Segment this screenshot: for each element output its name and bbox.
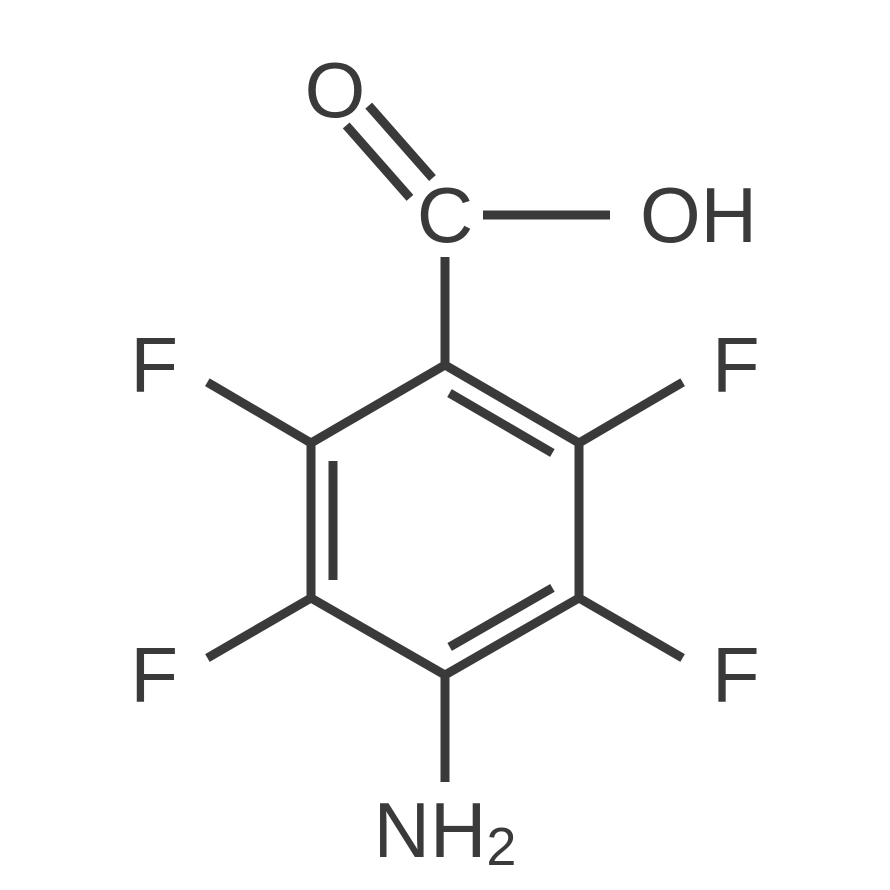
atom-label-hydroxyl: OH [640, 171, 757, 259]
atom-label-fluorine-2: F [712, 321, 760, 409]
atom-label-fluorine-6: F [130, 321, 178, 409]
atom-label-fluorine-3: F [712, 631, 760, 719]
atom-label-amino: NH2 [374, 786, 517, 877]
molecule-diagram: OC OH F F F F NH2 [0, 0, 890, 890]
atom-label-fluorine-5: F [130, 631, 178, 719]
atom-label-carboxylic-carbon: C [417, 171, 473, 259]
atom-label-oxygen-double: O [305, 46, 366, 134]
